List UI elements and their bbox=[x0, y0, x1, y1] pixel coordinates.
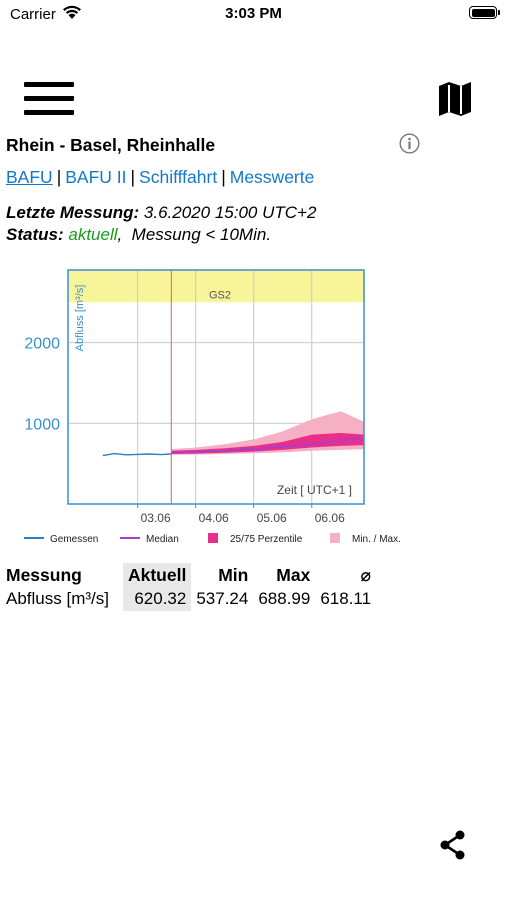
status-line: Status: aktuell, Messung < 10Min. bbox=[6, 225, 271, 245]
clock: 3:03 PM bbox=[0, 5, 507, 22]
legend-label: Min. / Max. bbox=[352, 534, 401, 545]
x-axis-label: Zeit [ UTC+1 ] bbox=[277, 483, 352, 497]
link-separator: | bbox=[57, 167, 62, 187]
link-separator: | bbox=[221, 167, 226, 187]
link-bafu-ii[interactable]: BAFU II bbox=[65, 167, 126, 187]
legend-label: Median bbox=[146, 534, 179, 545]
status-bar: Carrier 3:03 PM bbox=[0, 0, 507, 28]
page-title: Rhein - Basel, Rheinhalle bbox=[6, 135, 215, 156]
stats-table: Messung Aktuell Min Max ⌀ Abfluss [m³/s]… bbox=[6, 563, 376, 611]
source-links: BAFU | BAFU II | Schifffahrt | Messwerte bbox=[6, 167, 314, 188]
cell-parameter: Abfluss [m³/s] bbox=[6, 587, 123, 611]
last-measurement: Letzte Messung: 3.6.2020 15:00 UTC+2 bbox=[6, 203, 316, 223]
y-tick-label: 2000 bbox=[24, 336, 60, 353]
legend-label: 25/75 Perzentile bbox=[230, 534, 303, 545]
x-tick-label: 05.06 bbox=[257, 511, 287, 525]
link-bafu[interactable]: BAFU bbox=[6, 167, 53, 187]
link-separator: | bbox=[131, 167, 136, 187]
y-tick-label: 1000 bbox=[24, 416, 60, 433]
y-axis-label: Abfluss [m³/s] bbox=[74, 285, 86, 352]
x-tick-label: 04.06 bbox=[199, 511, 229, 525]
x-tick-label: 06.06 bbox=[315, 511, 345, 525]
legend-swatch bbox=[208, 533, 218, 543]
col-max: Max bbox=[253, 563, 315, 587]
status-rest: , Messung < 10Min. bbox=[118, 225, 272, 244]
link-messwerte[interactable]: Messwerte bbox=[230, 167, 315, 187]
table-row: Abfluss [m³/s] 620.32 537.24 688.99 618.… bbox=[6, 587, 376, 611]
last-measurement-label: Letzte Messung: bbox=[6, 203, 139, 222]
col-avg: ⌀ bbox=[315, 563, 376, 587]
map-icon[interactable] bbox=[437, 80, 473, 118]
plot-background bbox=[68, 270, 364, 504]
col-messung: Messung bbox=[6, 563, 123, 587]
hamburger-icon[interactable] bbox=[24, 80, 76, 118]
col-aktuell: Aktuell bbox=[123, 563, 191, 587]
battery-icon bbox=[469, 6, 497, 19]
threshold-band-label: GS2 bbox=[209, 289, 231, 301]
cell-avg: 618.11 bbox=[315, 587, 376, 611]
table-header-row: Messung Aktuell Min Max ⌀ bbox=[6, 563, 376, 587]
status-value: aktuell bbox=[68, 225, 117, 244]
last-measurement-value: 3.6.2020 15:00 UTC+2 bbox=[144, 203, 316, 222]
x-tick-label: 03.06 bbox=[141, 511, 171, 525]
cell-min: 537.24 bbox=[191, 587, 253, 611]
info-icon[interactable] bbox=[399, 133, 420, 154]
cell-aktuell: 620.32 bbox=[123, 587, 191, 611]
link-schifffahrt[interactable]: Schifffahrt bbox=[139, 167, 217, 187]
share-icon[interactable] bbox=[437, 829, 469, 861]
col-min: Min bbox=[191, 563, 253, 587]
status-label: Status: bbox=[6, 225, 64, 244]
legend-label: Gemessen bbox=[50, 534, 98, 545]
discharge-chart: GS2 03.06 04.06 05.06 06.06 1000 2000 Abfluss [… bbox=[0, 262, 420, 552]
cell-max: 688.99 bbox=[253, 587, 315, 611]
legend-swatch bbox=[330, 533, 340, 543]
